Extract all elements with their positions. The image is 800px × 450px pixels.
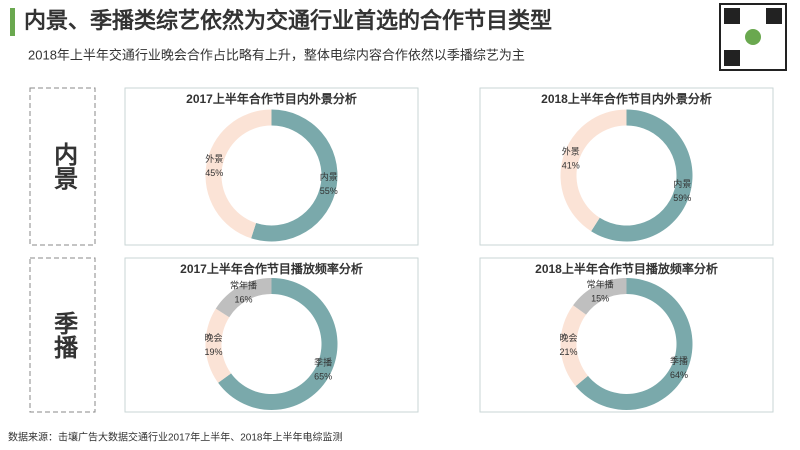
donut-segment	[251, 109, 338, 242]
donut-segment	[205, 109, 272, 239]
donut-segment	[591, 109, 693, 242]
segment-label: 外景	[562, 146, 580, 157]
segment-label: 常年播	[230, 280, 257, 291]
donut-segment	[560, 305, 588, 387]
source: 数据来源：击壤广告大数据交通行业2017年上半年、2018年上半年电综监测	[8, 431, 343, 444]
value-label: 45%	[205, 168, 223, 178]
title: 内景、季播类综艺依然为交通行业首选的合作节目类型	[24, 8, 552, 33]
chart-title: 2017上半年合作节目内外景分析	[186, 91, 357, 106]
segment-label: 季播	[670, 355, 688, 366]
subtitle: 2018年上半年交通行业晚会合作占比略有上升，整体电综内容合作依然以季播综艺为主	[28, 47, 525, 62]
donut-segment	[575, 278, 693, 410]
qr-code	[719, 3, 787, 71]
chart-title: 2017上半年合作节目播放频率分析	[180, 261, 363, 276]
value-label: 41%	[562, 161, 580, 171]
value-label: 59%	[673, 193, 691, 203]
donut-segment	[573, 278, 627, 315]
value-label: 16%	[235, 295, 253, 305]
segment-label: 晚会	[560, 332, 578, 343]
value-label: 19%	[205, 347, 223, 357]
segment-label: 内景	[673, 178, 691, 189]
title-bar	[10, 8, 15, 36]
donut-segment	[205, 308, 232, 383]
row-box	[29, 87, 96, 246]
chart-title: 2018上半年合作节目内外景分析	[541, 91, 712, 106]
value-label: 55%	[320, 186, 338, 196]
chart-box	[479, 257, 774, 413]
row-label: 季播	[50, 311, 78, 360]
donut-segment	[215, 278, 272, 318]
value-label: 64%	[670, 370, 688, 380]
segment-label: 常年播	[587, 279, 614, 290]
chart-title: 2018上半年合作节目播放频率分析	[535, 261, 718, 276]
segment-label: 季播	[314, 357, 332, 368]
donut-segment	[560, 109, 627, 232]
value-label: 65%	[314, 372, 332, 382]
value-label: 21%	[560, 347, 578, 357]
value-label: 15%	[591, 294, 609, 304]
chart-box	[479, 87, 774, 246]
chart-box	[124, 257, 419, 413]
row-box	[29, 257, 96, 413]
row-label: 内景	[50, 142, 78, 190]
segment-label: 外景	[205, 153, 223, 164]
segment-label: 晚会	[205, 332, 223, 343]
segment-label: 内景	[320, 171, 338, 182]
chart-box	[124, 87, 419, 246]
